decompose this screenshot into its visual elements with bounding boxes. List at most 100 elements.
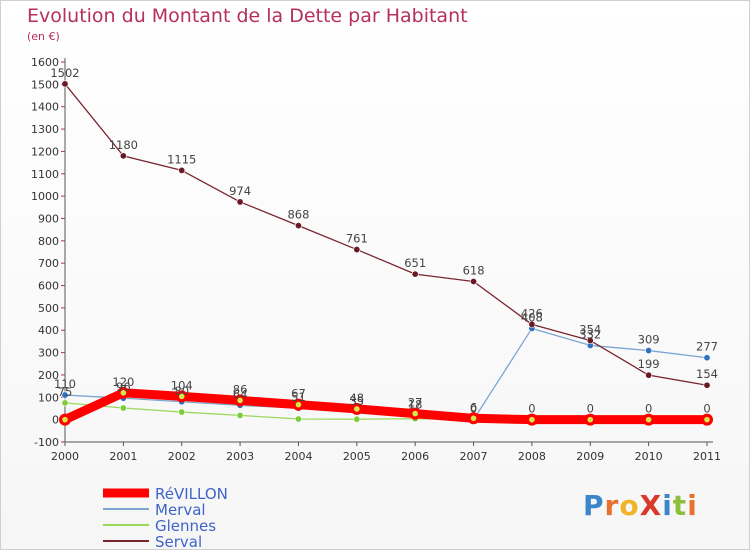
data-point xyxy=(412,410,418,417)
logo-letter: t xyxy=(672,489,688,522)
data-point xyxy=(703,354,711,362)
data-label: 277 xyxy=(696,340,718,354)
data-label: 80 xyxy=(174,384,189,398)
data-point xyxy=(411,270,419,278)
y-tick-label: 1500 xyxy=(31,78,59,91)
data-point xyxy=(237,397,243,404)
data-label: 1115 xyxy=(167,152,196,166)
data-point xyxy=(178,408,186,416)
data-point xyxy=(704,416,710,423)
y-tick-label: 600 xyxy=(38,280,59,293)
y-tick-label: 100 xyxy=(38,391,59,404)
data-point xyxy=(61,391,69,399)
logo-letter: P xyxy=(583,489,605,522)
x-tick-label: 2000 xyxy=(51,450,79,463)
y-tick-label: 400 xyxy=(38,324,59,337)
chart-unit-subtitle: (en €) xyxy=(27,30,60,43)
y-tick-label: 300 xyxy=(38,347,59,360)
data-label: 64 xyxy=(233,387,248,401)
data-point xyxy=(61,80,69,88)
series-line-révillon xyxy=(60,388,712,425)
data-label: 35 xyxy=(349,394,364,408)
series-line-serval xyxy=(64,83,708,386)
data-point xyxy=(236,411,244,419)
data-point xyxy=(236,198,244,206)
x-tick-label: 2009 xyxy=(576,450,604,463)
data-point xyxy=(354,406,360,412)
logo-letter: X xyxy=(639,489,663,522)
data-label: 154 xyxy=(696,367,718,381)
data-label: 332 xyxy=(579,327,601,341)
y-tick-label: 500 xyxy=(38,302,59,315)
x-tick-label: 2006 xyxy=(401,450,429,463)
data-point xyxy=(645,347,653,355)
x-tick-label: 2007 xyxy=(460,450,488,463)
data-label: 974 xyxy=(229,184,251,198)
data-point xyxy=(120,390,127,396)
data-label: 0 xyxy=(470,402,477,416)
data-point xyxy=(353,246,361,254)
data-label: 309 xyxy=(638,333,660,347)
data-label: 6 xyxy=(470,400,477,414)
data-label: 354 xyxy=(579,323,601,337)
chart-title: Evolution du Montant de la Dette par Hab… xyxy=(27,5,468,27)
x-tick-label: 2001 xyxy=(109,450,137,463)
y-tick-label: 1400 xyxy=(31,101,59,114)
data-point xyxy=(586,337,594,345)
data-point xyxy=(294,222,302,230)
x-tick-label: 2003 xyxy=(226,450,254,463)
legend-label-serval: Serval xyxy=(155,533,202,549)
logo-letter: i xyxy=(662,489,673,522)
data-label: 96 xyxy=(116,380,131,394)
x-tick-label: 2004 xyxy=(284,450,312,463)
data-label: 0 xyxy=(645,402,652,416)
logo-letter: o xyxy=(619,489,640,522)
x-tick-label: 2005 xyxy=(343,450,371,463)
data-label: 408 xyxy=(521,310,543,324)
y-tick-label: 900 xyxy=(38,212,59,225)
data-label: 1180 xyxy=(109,138,138,152)
data-point xyxy=(119,152,127,160)
series-line-merval xyxy=(64,327,708,421)
data-label: 18 xyxy=(408,398,423,412)
data-point xyxy=(529,416,535,423)
data-point xyxy=(470,415,477,422)
data-point xyxy=(178,166,186,174)
y-tick-label: 1200 xyxy=(31,145,59,158)
data-point xyxy=(528,320,536,328)
data-label: 67 xyxy=(291,387,306,401)
y-tick-label: 0 xyxy=(52,414,59,427)
data-label: 199 xyxy=(638,357,660,371)
data-label: 868 xyxy=(287,208,309,222)
data-point xyxy=(62,416,68,423)
data-point xyxy=(61,399,69,407)
data-point xyxy=(295,401,302,408)
data-label: 104 xyxy=(171,378,193,392)
data-point xyxy=(470,278,478,286)
data-point xyxy=(645,371,653,379)
logo-letter: r xyxy=(604,489,620,522)
data-label: 110 xyxy=(54,377,76,391)
data-point xyxy=(587,416,594,423)
data-label: 0 xyxy=(528,402,535,416)
data-label: 86 xyxy=(233,382,248,396)
y-tick-label: 1300 xyxy=(31,123,59,136)
y-tick-label: 800 xyxy=(38,235,59,248)
x-tick-label: 2002 xyxy=(168,450,196,463)
y-tick-label: 200 xyxy=(38,369,59,382)
data-label: 651 xyxy=(404,256,426,270)
data-label: 761 xyxy=(346,232,368,246)
data-label: 0 xyxy=(587,402,594,416)
y-tick-label: 1100 xyxy=(31,168,59,181)
y-tick-label: -100 xyxy=(34,436,59,449)
x-tick-label: 2008 xyxy=(518,450,546,463)
data-label: 0 xyxy=(703,402,710,416)
data-label: 1502 xyxy=(50,66,79,80)
x-tick-label: 2011 xyxy=(693,450,721,463)
x-tick-label: 2010 xyxy=(635,450,663,463)
data-point xyxy=(645,416,652,423)
data-point xyxy=(353,415,361,423)
y-tick-label: 700 xyxy=(38,257,59,270)
proxiti-logo: ProXiti xyxy=(583,489,698,522)
